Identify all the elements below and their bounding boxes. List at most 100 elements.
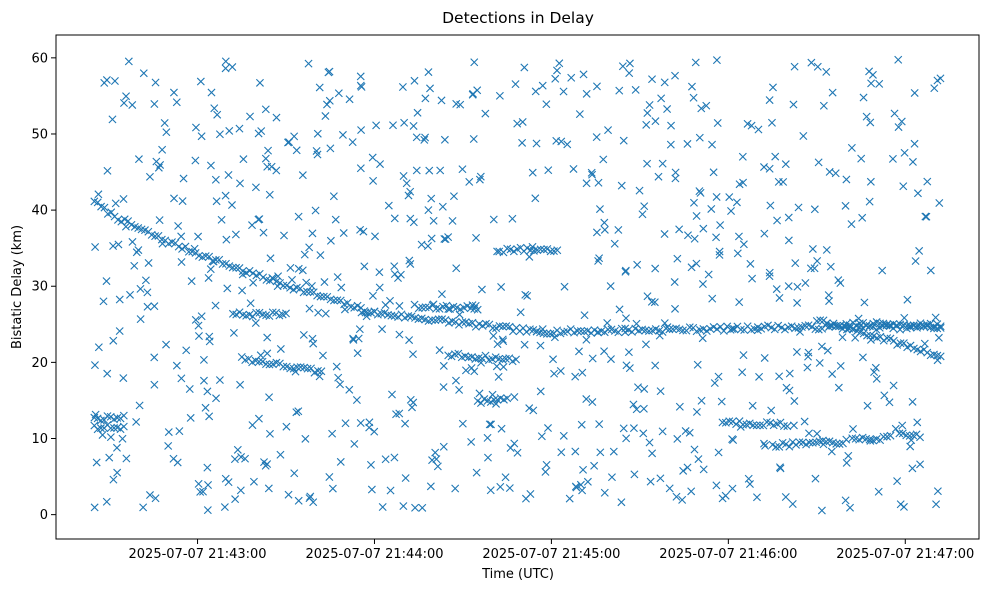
data-point bbox=[150, 302, 159, 311]
data-point bbox=[395, 301, 404, 310]
data-point bbox=[755, 372, 764, 381]
data-point bbox=[483, 453, 492, 462]
data-point bbox=[593, 328, 602, 337]
data-point bbox=[255, 78, 264, 87]
data-point bbox=[874, 487, 883, 496]
data-point bbox=[196, 77, 205, 86]
data-point bbox=[694, 455, 703, 464]
data-point bbox=[232, 263, 241, 272]
data-point bbox=[325, 96, 334, 105]
data-point bbox=[173, 458, 182, 467]
data-point bbox=[402, 179, 411, 188]
data-point bbox=[103, 369, 112, 378]
data-point bbox=[401, 419, 410, 428]
data-point bbox=[499, 362, 508, 371]
data-point bbox=[261, 154, 270, 163]
data-point bbox=[439, 442, 448, 451]
data-point bbox=[789, 421, 798, 430]
data-point bbox=[206, 161, 215, 170]
data-point bbox=[427, 316, 436, 325]
data-point bbox=[883, 334, 892, 343]
data-point bbox=[299, 330, 308, 339]
data-point bbox=[245, 266, 254, 275]
data-point bbox=[420, 135, 429, 144]
data-point bbox=[663, 323, 672, 332]
data-point bbox=[512, 355, 521, 364]
data-point bbox=[525, 252, 534, 261]
data-point bbox=[213, 110, 222, 119]
data-point bbox=[838, 333, 847, 342]
data-point bbox=[804, 429, 813, 438]
data-point bbox=[395, 330, 404, 339]
data-point bbox=[468, 301, 477, 310]
data-point bbox=[725, 193, 734, 202]
data-point bbox=[851, 333, 860, 342]
data-point bbox=[832, 321, 841, 330]
data-point bbox=[617, 498, 626, 507]
data-point bbox=[93, 198, 102, 207]
data-point bbox=[492, 362, 501, 371]
data-point bbox=[471, 301, 480, 310]
data-point bbox=[510, 393, 519, 401]
data-point bbox=[336, 380, 345, 389]
data-point bbox=[495, 247, 504, 256]
data-point bbox=[921, 212, 930, 221]
data-point bbox=[863, 401, 872, 410]
data-point bbox=[745, 480, 754, 489]
data-point bbox=[619, 424, 628, 433]
data-point bbox=[765, 272, 774, 281]
data-point bbox=[378, 325, 387, 334]
data-point bbox=[177, 257, 186, 266]
data-point bbox=[390, 262, 399, 271]
data-point bbox=[588, 398, 597, 407]
data-point bbox=[114, 240, 123, 249]
data-point bbox=[440, 135, 449, 144]
data-point bbox=[254, 414, 263, 423]
data-point bbox=[158, 145, 167, 154]
data-point bbox=[413, 108, 422, 117]
data-point bbox=[282, 309, 291, 318]
data-point bbox=[317, 367, 326, 376]
data-point bbox=[811, 325, 820, 334]
data-point bbox=[378, 503, 387, 512]
data-point bbox=[739, 351, 748, 360]
data-point bbox=[239, 155, 248, 164]
data-point bbox=[728, 324, 737, 333]
data-point bbox=[418, 303, 427, 312]
data-point bbox=[323, 292, 332, 301]
data-point bbox=[683, 231, 692, 240]
data-point bbox=[404, 312, 413, 321]
data-point bbox=[467, 437, 476, 446]
data-point bbox=[542, 460, 551, 469]
data-point bbox=[531, 87, 540, 96]
data-point bbox=[497, 424, 506, 433]
data-point bbox=[779, 422, 788, 431]
data-point bbox=[899, 502, 908, 511]
data-point bbox=[775, 293, 784, 302]
data-point bbox=[246, 112, 255, 121]
data-point bbox=[306, 287, 315, 296]
data-point bbox=[509, 247, 518, 256]
data-point bbox=[752, 421, 761, 430]
data-point bbox=[119, 422, 128, 431]
data-point bbox=[725, 417, 734, 426]
data-point bbox=[692, 407, 701, 416]
data-point bbox=[721, 491, 730, 500]
data-point bbox=[933, 356, 942, 365]
data-point bbox=[169, 88, 178, 97]
x-tick-label: 2025-07-07 21:46:00 bbox=[659, 547, 797, 562]
data-point bbox=[251, 183, 260, 192]
data-point bbox=[895, 429, 904, 438]
data-point bbox=[318, 351, 327, 360]
data-point bbox=[852, 321, 861, 330]
data-point bbox=[910, 88, 919, 97]
data-point bbox=[444, 304, 453, 313]
data-point bbox=[632, 405, 641, 414]
data-point bbox=[761, 441, 770, 450]
data-point bbox=[206, 265, 215, 274]
data-point bbox=[600, 218, 609, 227]
data-point bbox=[503, 394, 512, 403]
data-point bbox=[325, 473, 334, 481]
data-point bbox=[615, 305, 624, 314]
data-point bbox=[656, 474, 665, 483]
